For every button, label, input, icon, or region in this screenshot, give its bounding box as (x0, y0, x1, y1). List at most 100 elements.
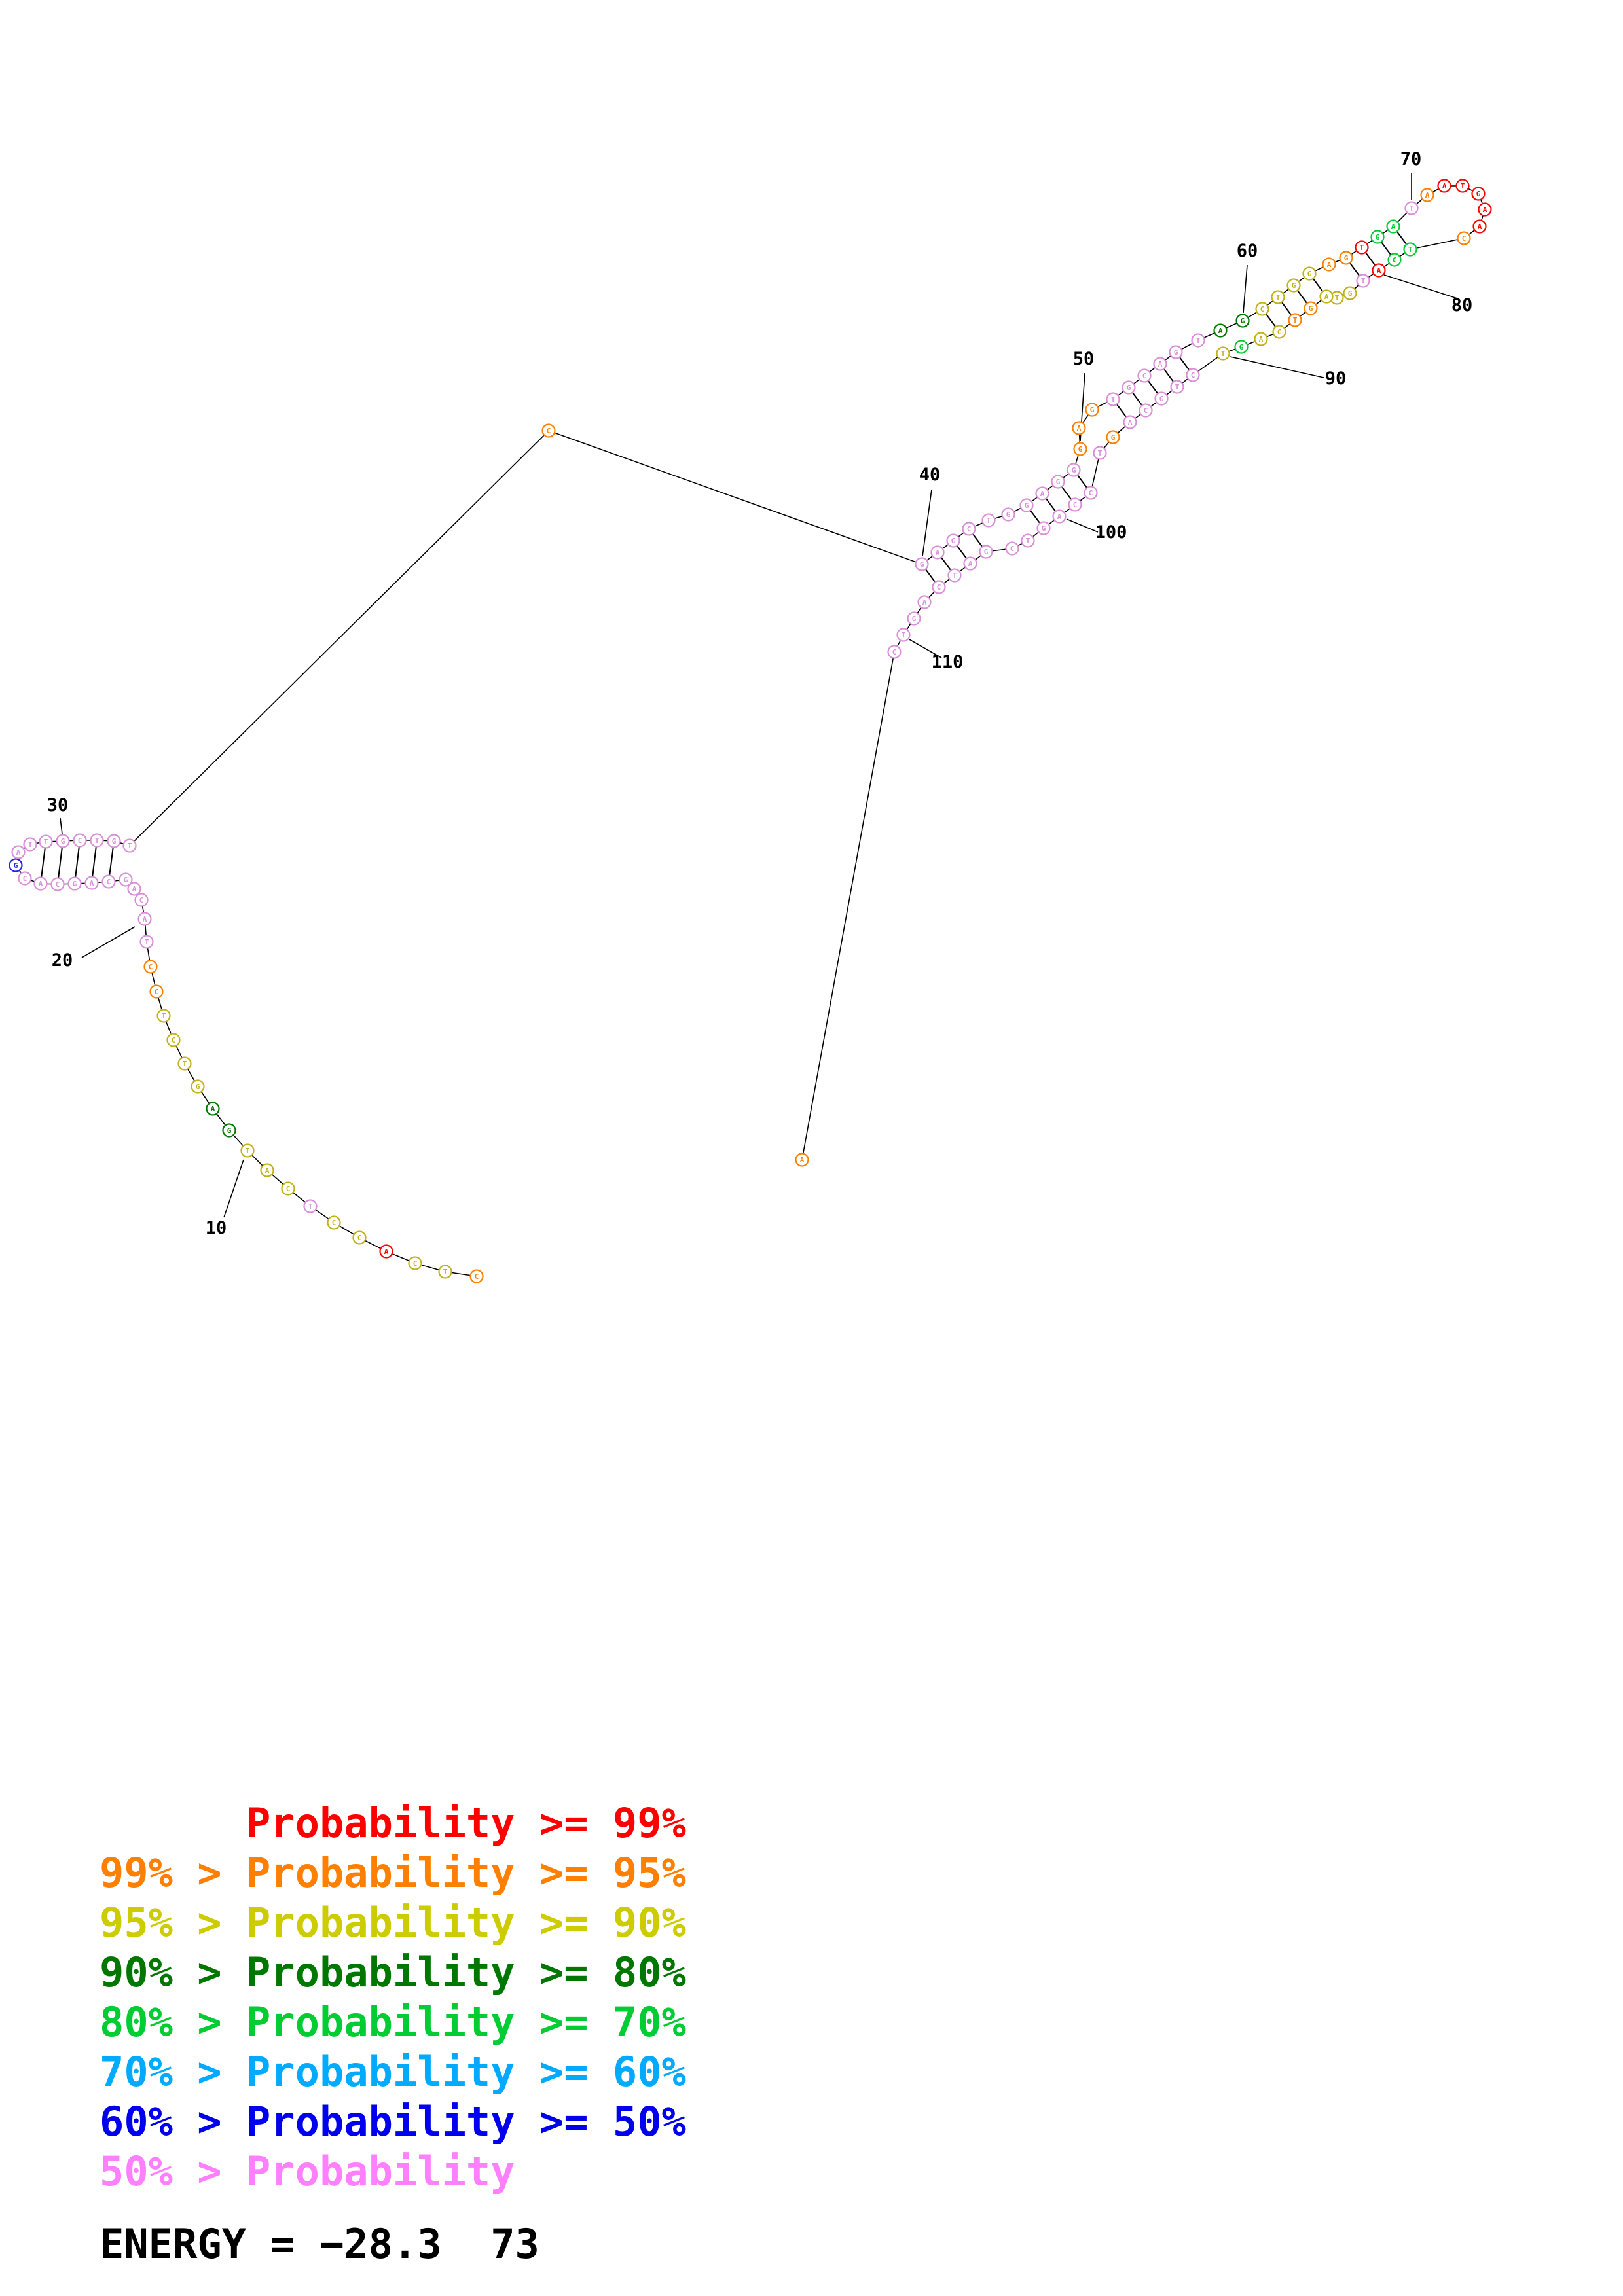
nucleotide-base: G (1348, 289, 1353, 298)
nucleotide-node (1072, 421, 1086, 435)
nucleotide-node (947, 568, 962, 583)
basepair-rung (40, 841, 46, 884)
nucleotide-base: G (1042, 524, 1046, 533)
nucleotide-base: C (23, 874, 27, 883)
nucleotide-base: A (1259, 335, 1264, 344)
nucleotide-base: G (1090, 406, 1095, 414)
backbone-edge (1410, 238, 1465, 250)
nucleotide-base: A (1324, 293, 1329, 301)
nucleotide-base: C (149, 963, 153, 971)
nucleotide-base: G (1056, 478, 1061, 486)
nucleotide-base: G (1174, 348, 1178, 357)
nucleotide-node (1304, 301, 1318, 315)
nucleotide-base: T (145, 938, 149, 946)
legend-line: 80% > Probability >= 70% (100, 1998, 686, 2046)
nucleotide-base: C (1277, 328, 1282, 336)
nucleotide-base: C (107, 878, 111, 886)
nucleotide-base: A (90, 879, 94, 888)
nucleotide-base: C (967, 525, 972, 533)
nucleotide-node (1355, 240, 1369, 255)
nucleotide-base: T (443, 1268, 448, 1276)
nucleotide-node (946, 533, 960, 548)
nucleotide-node (438, 1265, 452, 1279)
nucleotide-base: T (1461, 182, 1465, 190)
nucleotide-base: T (902, 631, 906, 639)
basepair-rung (74, 840, 81, 884)
nucleotide-base: T (1360, 243, 1364, 252)
nucleotide-node (795, 1153, 809, 1167)
nucleotide-base: G (984, 548, 989, 556)
nucleotide-node (1235, 314, 1250, 328)
nucleotide-node (1302, 266, 1317, 281)
nucleotide-node (119, 872, 133, 887)
nucleotide-base: C (1010, 545, 1015, 553)
legend-line: 50% > Probability (100, 2147, 515, 2195)
nucleotide-base: C (56, 880, 60, 889)
nucleotide-node (1137, 368, 1152, 383)
position-label: 60 (1237, 241, 1258, 261)
nucleotide-node (156, 1009, 171, 1023)
nucleotide-node (1122, 380, 1136, 395)
nucleotide-base: G (1072, 466, 1076, 475)
nucleotide-node (127, 882, 141, 896)
nucleotide-base: G (14, 861, 18, 870)
nucleotide-node (166, 1033, 181, 1047)
nucleotide-base: G (920, 560, 924, 569)
nucleotide-base: A (1040, 490, 1045, 498)
nucleotide-base: T (1276, 293, 1281, 302)
nucleotide-node (191, 1079, 205, 1094)
nucleotide-base: T (308, 1202, 313, 1211)
nucleotide-node (1036, 521, 1051, 535)
nucleotide-node (1403, 242, 1417, 257)
nucleotide-node (1471, 187, 1486, 201)
position-label: 100 (1095, 522, 1127, 543)
nucleotide-node (1386, 219, 1400, 234)
nucleotide-base: A (968, 560, 973, 568)
nucleotide-node (260, 1163, 274, 1177)
nucleotide-node (1356, 274, 1370, 288)
nucleotide-base: C (172, 1036, 176, 1045)
nucleotide-base: A (132, 885, 137, 893)
nucleotide-node (84, 876, 99, 890)
nucleotide-node (1139, 403, 1153, 418)
position-label: 10 (206, 1218, 227, 1238)
nucleotide-base: A (265, 1166, 270, 1175)
nucleotide-node (303, 1199, 318, 1213)
legend-line: 95% > Probability >= 90% (100, 1899, 686, 1946)
nucleotide-node (1478, 202, 1492, 217)
nucleotide-base: G (951, 537, 956, 545)
position-leader (909, 639, 942, 658)
nucleotide-base: A (1483, 206, 1487, 214)
nucleotide-node (18, 871, 32, 886)
nucleotide-base: A (1391, 223, 1396, 231)
nucleotide-base: G (1111, 433, 1116, 442)
nucleotide-node (1234, 340, 1249, 354)
nucleotide-base: T (1408, 245, 1413, 254)
nucleotide-node (917, 595, 932, 609)
nucleotide-base: A (16, 848, 21, 857)
nucleotide-node (1169, 345, 1183, 359)
nucleotide-base: G (227, 1126, 232, 1135)
nucleotide-base: G (1476, 190, 1481, 198)
nucleotide-node (1255, 302, 1269, 316)
nucleotide-node (23, 837, 37, 852)
nucleotide-node (281, 1181, 295, 1196)
nucleotide-node (149, 984, 164, 999)
nucleotide-node (1319, 289, 1334, 304)
nucleotide-base: G (112, 837, 117, 846)
nucleotide-base: C (357, 1234, 362, 1242)
nucleotide-base: T (162, 1012, 166, 1020)
nucleotide-node (1322, 257, 1336, 272)
nucleotide-base: G (912, 615, 917, 623)
nucleotide-base: A (1478, 223, 1482, 231)
nucleotide-node (930, 545, 945, 560)
nucleotide-node (1387, 253, 1402, 267)
nucleotide-node (962, 522, 976, 536)
nucleotide-node (1153, 357, 1167, 371)
nucleotide-node (1005, 541, 1019, 556)
nucleotide-node (222, 1123, 236, 1138)
nucleotide-base: T (1098, 449, 1103, 457)
nucleotide-base: A (936, 548, 940, 557)
nucleotide-base: A (211, 1105, 215, 1113)
nucleotide-base: A (1128, 418, 1133, 427)
